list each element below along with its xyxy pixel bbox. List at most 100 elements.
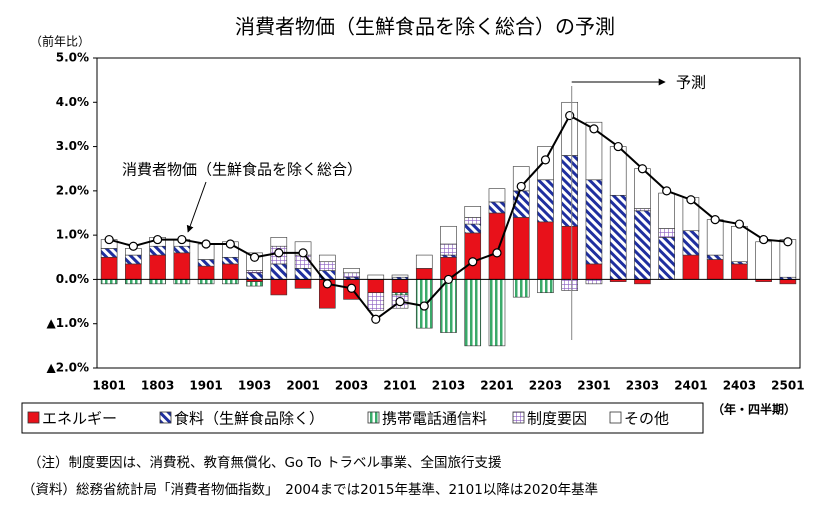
bar-segment	[537, 179, 554, 223]
bar-segment	[464, 279, 482, 347]
plot-area	[96, 57, 801, 369]
cpi-point	[468, 257, 478, 267]
y-tick-label: ▲2.0%	[46, 361, 89, 375]
bar-segment	[197, 265, 215, 280]
y-tick-label: ▲1.0%	[46, 316, 89, 330]
x-tick-label: 2301	[577, 379, 610, 393]
bar-segment	[634, 279, 651, 285]
bar-segment	[222, 256, 239, 265]
forecast-label: 予測	[676, 74, 706, 92]
bar-segment	[149, 245, 166, 256]
bar-segment	[149, 254, 166, 280]
bar-segment	[343, 272, 360, 278]
y-axis-label: （前年比）	[30, 34, 90, 49]
cpi-point	[346, 283, 357, 293]
cpi-point	[783, 237, 793, 247]
bar-segment	[561, 155, 579, 227]
bar-segment	[125, 263, 142, 280]
cpi-point	[492, 248, 502, 258]
bar-segment	[391, 292, 409, 296]
y-tick-label: 2.0%	[56, 183, 89, 197]
bar-segment	[246, 270, 263, 274]
cpi-point	[153, 234, 163, 245]
bar-segment	[537, 221, 554, 280]
bar-segment	[585, 279, 603, 285]
bar-segment	[731, 263, 748, 280]
bar-segment	[755, 241, 772, 280]
x-tick-label: 2403	[723, 379, 756, 393]
legend-label: 制度要因	[527, 410, 587, 428]
bar-segment	[367, 292, 385, 311]
x-tick-label: 1903	[238, 379, 271, 393]
bar-segment	[318, 254, 336, 263]
legend-swatch	[609, 411, 622, 424]
cpi-point	[613, 141, 623, 152]
bar-segment	[658, 192, 675, 229]
bar-segment	[343, 268, 360, 274]
note: （資料）総務省統計局「消費者物価指数」 2004までは2015年基準、2101以…	[22, 481, 598, 498]
cpi-point	[759, 234, 769, 245]
bar-segment	[100, 279, 118, 285]
bar-segment	[537, 279, 554, 294]
x-tick-label: 1801	[92, 379, 125, 393]
bar-segment	[318, 261, 336, 271]
bar-segment	[100, 256, 118, 280]
bar-segment	[197, 259, 215, 267]
cpi-point	[710, 215, 720, 225]
bar-segment	[464, 206, 482, 218]
bar-segment	[706, 254, 724, 260]
bar-segment	[294, 268, 312, 280]
cpi-point	[662, 186, 672, 196]
x-tick-label: 2101	[383, 379, 416, 393]
cpi-point	[734, 219, 744, 229]
bar-segment	[440, 254, 457, 258]
bar-segment	[585, 121, 603, 181]
cpi-point	[637, 164, 648, 174]
cpi-point	[686, 195, 696, 205]
bar-segment	[731, 261, 748, 265]
bar-segment	[391, 279, 409, 294]
note: （注）制度要因は、消費税、教育無償化、Go To トラベル事業、全国旅行支援	[28, 454, 502, 471]
chart-title: 消費者物価（生鮮食品を除く総合）の予測	[235, 15, 615, 39]
bar-segment	[270, 263, 288, 280]
bar-segment	[100, 248, 118, 258]
legend-swatch	[512, 411, 525, 424]
bar-segment	[222, 263, 239, 280]
bar-segment	[634, 210, 651, 280]
x-tick-label: 2103	[432, 379, 465, 393]
y-tick-label: 0.0%	[56, 272, 89, 286]
bar-segment	[173, 252, 191, 280]
bar-segment	[585, 179, 603, 265]
bar-segment	[682, 254, 700, 280]
bar-segment	[706, 219, 724, 256]
legend-label: エネルギー	[42, 410, 117, 428]
cpi-point	[104, 234, 114, 245]
x-tick-label: 1803	[141, 379, 174, 393]
cpi-point	[540, 155, 551, 165]
bar-segment	[488, 188, 506, 203]
bar-segment	[149, 279, 166, 285]
bar-segment	[367, 279, 385, 294]
bar-segment	[246, 281, 263, 287]
cpi-point	[249, 252, 260, 262]
bar-segment	[706, 259, 724, 280]
x-tick-label: 2303	[626, 379, 659, 393]
bar-segment	[682, 230, 700, 256]
legend-label: 食料（生鮮食品除く）	[174, 410, 324, 428]
bar-segment	[585, 263, 603, 280]
x-tick-label: 2203	[529, 379, 562, 393]
legend-label: その他	[624, 410, 669, 428]
bar-segment	[658, 237, 675, 280]
bar-segment	[658, 228, 675, 238]
line-annotation: 消費者物価（生鮮食品を除く総合）	[122, 161, 362, 179]
bar-segment	[488, 201, 506, 214]
cpi-point	[443, 274, 454, 285]
x-axis-label: （年・四半期）	[712, 402, 796, 417]
cpi-point	[322, 279, 332, 289]
bar-segment	[512, 217, 530, 280]
bar-segment	[731, 225, 748, 263]
bar-segment	[222, 279, 239, 285]
bar-segment	[197, 279, 215, 285]
bar-segment	[173, 245, 191, 254]
